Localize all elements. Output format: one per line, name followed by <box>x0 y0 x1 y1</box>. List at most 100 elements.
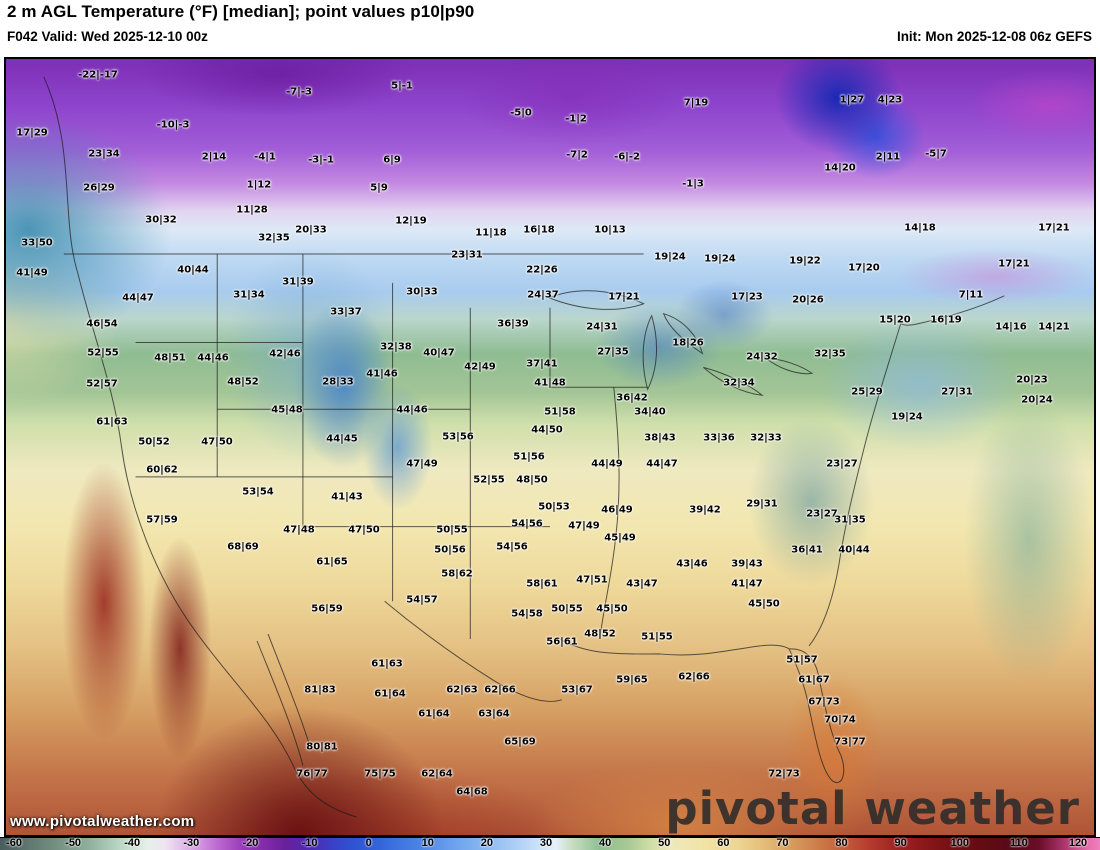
point-value-label: 1|12 <box>246 179 272 191</box>
point-value-label: 60|62 <box>146 464 178 476</box>
point-value-label: -5|7 <box>925 148 947 160</box>
point-value-label: 54|58 <box>511 608 543 620</box>
point-value-label: 7|19 <box>683 97 709 109</box>
point-value-label: 58|62 <box>441 568 473 580</box>
point-value-label: 48|50 <box>516 474 548 486</box>
point-value-label: 56|59 <box>311 603 343 615</box>
point-value-label: 44|46 <box>197 352 229 364</box>
point-value-label: 54|56 <box>496 541 528 553</box>
map-canvas[interactable]: -22|-17 -7|-3 5|-1 -5|0 7|19 1|27 4|23 17|29 -10… <box>4 57 1096 837</box>
point-value-label: 30|32 <box>145 214 177 226</box>
point-value-label: 7|11 <box>958 289 984 301</box>
colorbar-tick-label: 0 <box>365 837 372 849</box>
site-url-watermark: www.pivotalweather.com <box>10 813 195 830</box>
point-value-label: 61|63 <box>96 416 128 428</box>
point-value-label: 44|47 <box>122 292 154 304</box>
brand-text: pivotal weather <box>665 782 1080 835</box>
point-value-label: -1|3 <box>682 178 704 190</box>
point-value-label: 26|29 <box>83 182 115 194</box>
point-value-label: 41|43 <box>331 491 363 503</box>
colorbar-tick-label: -60 <box>6 837 22 849</box>
point-value-label: 54|56 <box>511 518 543 530</box>
colorbar-tick-label: 100 <box>950 837 969 849</box>
point-value-label: 32|35 <box>814 348 846 360</box>
point-value-label: 2|14 <box>201 151 227 163</box>
point-value-label: 47|50 <box>348 524 380 536</box>
colorbar-tick-label: 120 <box>1068 837 1088 849</box>
point-value-label: -10|-3 <box>156 119 190 131</box>
point-value-label: 41|49 <box>16 267 48 279</box>
point-value-label: 16|18 <box>523 224 555 236</box>
point-value-label: 47|49 <box>568 520 600 532</box>
temperature-colorbar: -60 -50 -40 -30 -20 -10 0 10 20 30 40 50 60 70 80 90 100… <box>0 837 1100 850</box>
point-value-label: 67|73 <box>808 696 840 708</box>
point-value-label: 45|48 <box>271 404 303 416</box>
point-value-label: 36|41 <box>791 544 823 556</box>
point-value-label: -7|-3 <box>286 86 312 98</box>
point-value-label: -1|2 <box>565 113 587 125</box>
point-value-label: 19|22 <box>789 255 821 267</box>
point-value-label: 65|69 <box>504 736 536 748</box>
point-value-label: 1|27 <box>839 94 865 106</box>
point-value-label: 39|42 <box>689 504 721 516</box>
point-value-label: 42|46 <box>269 348 301 360</box>
point-value-label: 32|35 <box>258 232 290 244</box>
point-value-label: 41|47 <box>731 578 763 590</box>
point-value-label: 17|29 <box>16 127 48 139</box>
point-value-label: 31|39 <box>282 276 314 288</box>
point-value-label: 17|21 <box>608 291 640 303</box>
init-time-label: Init: Mon 2025-12-08 06z GEFS <box>896 29 1092 44</box>
point-value-label: 53|54 <box>242 486 274 498</box>
point-value-label: 51|58 <box>544 406 576 418</box>
point-value-label: 24|37 <box>527 289 559 301</box>
point-value-label: 28|33 <box>322 376 354 388</box>
point-value-label: 70|74 <box>824 714 856 726</box>
point-value-label: 45|49 <box>604 532 636 544</box>
point-value-label: 11|18 <box>475 227 507 239</box>
colorbar-gradient <box>0 837 1100 850</box>
point-value-label: 34|40 <box>634 406 666 418</box>
point-value-label: 36|42 <box>616 392 648 404</box>
point-value-label: 38|43 <box>644 432 676 444</box>
point-value-label: 75|75 <box>364 768 396 780</box>
point-value-label: 54|57 <box>406 594 438 606</box>
colorbar-tick-label: 20 <box>480 837 493 849</box>
point-value-label: 40|44 <box>177 264 209 276</box>
colorbar-tick-label: 110 <box>1010 837 1028 849</box>
brand-watermark: pivotal weather <box>665 786 1080 831</box>
point-value-label: 22|26 <box>526 264 558 276</box>
point-value-label: 16|19 <box>930 314 962 326</box>
point-value-label: -4|1 <box>254 151 276 163</box>
point-value-label: 12|19 <box>395 215 427 227</box>
point-value-label: 17|21 <box>1038 222 1070 234</box>
point-value-label: 23|34 <box>88 148 120 160</box>
point-value-label: -7|2 <box>566 149 588 161</box>
colorbar-tick-label: 10 <box>421 837 434 849</box>
point-value-label: 47|48 <box>283 524 315 536</box>
point-value-label: 61|65 <box>316 556 348 568</box>
point-value-label: 19|24 <box>891 411 923 423</box>
point-value-label: 2|11 <box>875 151 901 163</box>
point-value-label: 27|35 <box>597 346 629 358</box>
point-value-label: 11|28 <box>236 204 268 216</box>
point-value-label: 73|77 <box>834 736 866 748</box>
point-value-label: 40|44 <box>838 544 870 556</box>
point-value-label: 43|47 <box>626 578 658 590</box>
point-value-label: -3|-1 <box>308 154 334 166</box>
point-value-label: 68|69 <box>227 541 259 553</box>
colorbar-tick-label: 30 <box>539 837 553 849</box>
point-value-label: 61|63 <box>371 658 403 670</box>
point-value-label: 44|45 <box>326 433 358 445</box>
point-value-label: 36|39 <box>497 318 529 330</box>
point-value-label: 61|64 <box>418 708 450 720</box>
point-value-label: 44|50 <box>531 424 563 436</box>
point-value-label: 39|43 <box>731 558 763 570</box>
point-value-label: 24|31 <box>586 321 618 333</box>
point-value-label: 15|20 <box>879 314 911 326</box>
point-value-label: 20|24 <box>1021 394 1053 406</box>
point-value-label: 10|13 <box>594 224 626 236</box>
point-value-label: 52|57 <box>86 378 118 390</box>
point-value-label: 62|66 <box>484 684 516 696</box>
point-value-label: 42|49 <box>464 361 496 373</box>
geography-borders <box>43 76 1005 818</box>
